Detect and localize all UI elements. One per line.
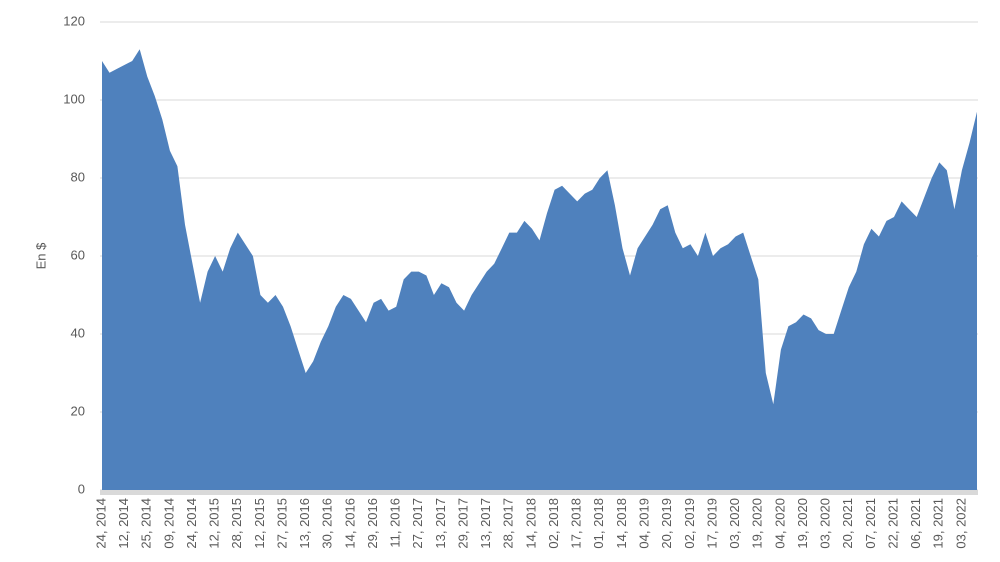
x-tick-label: 29, 2016 — [365, 498, 380, 549]
y-tick-label: 20 — [71, 403, 85, 418]
y-tick-label: 80 — [71, 169, 85, 184]
x-tick-label: 19, 2020 — [795, 498, 810, 549]
x-tick-label: 30, 2016 — [320, 498, 335, 549]
x-tick-label: 13, 2017 — [478, 498, 493, 549]
x-tick-label: 03, 2020 — [818, 498, 833, 549]
x-tick-label: 19, 2020 — [750, 498, 765, 549]
x-tick-label: 04, 2020 — [772, 498, 787, 549]
y-tick-label: 0 — [78, 481, 85, 496]
x-tick-label: 07, 2021 — [863, 498, 878, 549]
axis-band — [100, 490, 978, 495]
x-tick-label: 20, 2019 — [659, 498, 674, 549]
x-tick-label: 27, 2017 — [410, 498, 425, 549]
x-tick-label: 03, 2022 — [953, 498, 968, 549]
x-tick-label: 27, 2015 — [274, 498, 289, 549]
x-tick-label: 22, 2021 — [885, 498, 900, 549]
y-tick-label: 60 — [71, 247, 85, 262]
x-tick-label: 17, 2018 — [569, 498, 584, 549]
x-tick-label: 02, 2018 — [546, 498, 561, 549]
x-tick-label: 28, 2017 — [501, 498, 516, 549]
x-tick-label: 14, 2018 — [523, 498, 538, 549]
x-tick-label: 12, 2014 — [116, 498, 131, 549]
x-tick-label: 14, 2016 — [342, 498, 357, 549]
x-tick-label: 04, 2019 — [637, 498, 652, 549]
x-tick-label: 24, 2014 — [93, 498, 108, 549]
x-tick-label: 11, 2016 — [388, 498, 403, 548]
x-tick-label: 13, 2017 — [433, 498, 448, 549]
y-axis-label: En $ — [33, 242, 48, 270]
x-tick-label: 25, 2014 — [139, 498, 154, 549]
y-tick-label: 120 — [63, 13, 85, 28]
x-tick-label: 20, 2021 — [840, 498, 855, 549]
x-tick-label: 13, 2016 — [297, 498, 312, 549]
x-tick-label: 03, 2020 — [727, 498, 742, 549]
x-tick-label: 12, 2015 — [252, 498, 267, 549]
x-tick-label: 28, 2015 — [229, 498, 244, 549]
area — [102, 49, 977, 491]
x-tick-label: 12, 2015 — [207, 498, 222, 549]
x-tick-label: 09, 2014 — [161, 498, 176, 549]
x-tick-label: 01, 2018 — [591, 498, 606, 549]
y-tick-label: 100 — [63, 91, 85, 106]
x-tick-label: 19, 2021 — [931, 498, 946, 549]
x-tick-label: 24, 2014 — [184, 498, 199, 549]
x-tick-label: 02, 2019 — [682, 498, 697, 549]
x-tick-label: 14, 2018 — [614, 498, 629, 549]
x-tick-label: 06, 2021 — [908, 498, 923, 549]
y-tick-label: 40 — [71, 325, 85, 340]
x-tick-label: 17, 2019 — [704, 498, 719, 549]
x-tick-label: 29, 2017 — [456, 498, 471, 549]
